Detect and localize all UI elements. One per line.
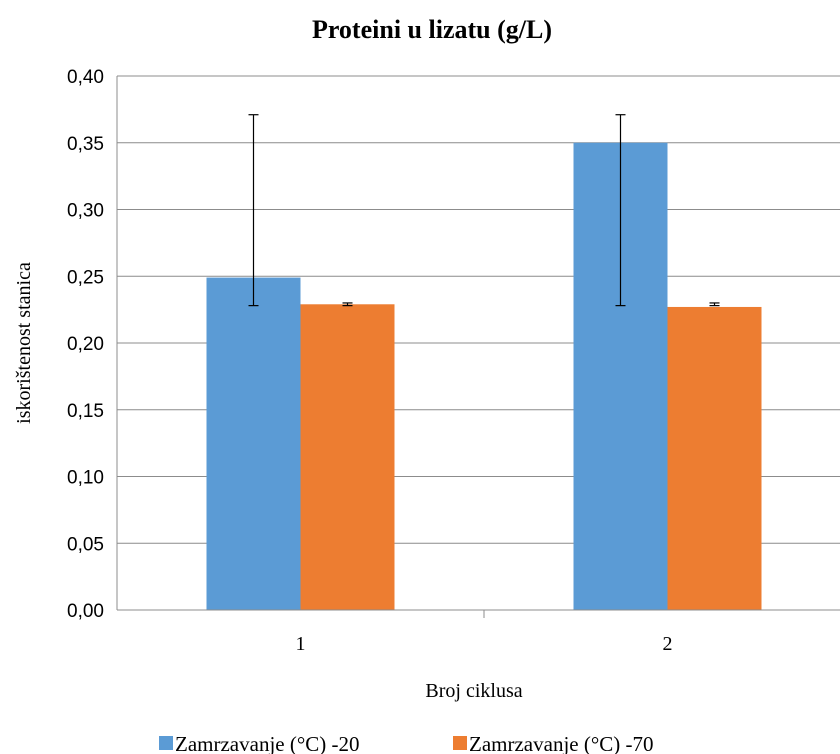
y-tick-labels: 0,00 0,05 0,10 0,15 0,20 0,25 0,30 0,35 0,40: [67, 67, 104, 622]
y-tick-label: 0,35: [67, 134, 104, 155]
y-tick-label: 0,25: [67, 267, 104, 288]
x-tick-label: 1: [296, 633, 306, 655]
error-bars: [248, 114, 720, 307]
x-axis-label: Broj ciklusa: [425, 680, 522, 702]
y-tick-label: 0,05: [67, 534, 104, 555]
y-axis-label: iskorištenost stanica: [13, 262, 35, 424]
error-bar-series-1-cat-2: [615, 114, 626, 307]
x-tick-label: 2: [663, 633, 673, 655]
legend-swatch-series-2: [453, 736, 467, 750]
y-tick-label: 0,15: [67, 401, 104, 422]
y-tick-label: 0,40: [67, 67, 104, 88]
y-tick-label: 0,30: [67, 201, 104, 222]
legend: Zamrzavanje (°C) -20 Zamrzavanje (°C) -7…: [159, 732, 653, 754]
y-tick-label: 0,20: [67, 334, 104, 355]
legend-swatch-series-1: [159, 736, 173, 750]
bars: [206, 142, 762, 610]
legend-label-series-2: Zamrzavanje (°C) -70: [469, 732, 653, 754]
bar-series-1-cat-1: [206, 277, 301, 610]
y-tick-label: 0,10: [67, 468, 104, 489]
bar-series-2-cat-1: [300, 304, 395, 610]
chart-title: Proteini u lizatu (g/L): [312, 15, 552, 44]
axes: [116, 76, 840, 618]
y-tick-label: 0,00: [67, 601, 104, 622]
error-bar-series-2-cat-2: [709, 302, 720, 307]
legend-label-series-1: Zamrzavanje (°C) -20: [175, 732, 359, 754]
error-bar-series-1-cat-1: [248, 114, 259, 307]
bar-series-2-cat-2: [667, 306, 762, 610]
error-bar-series-2-cat-1: [342, 302, 353, 307]
